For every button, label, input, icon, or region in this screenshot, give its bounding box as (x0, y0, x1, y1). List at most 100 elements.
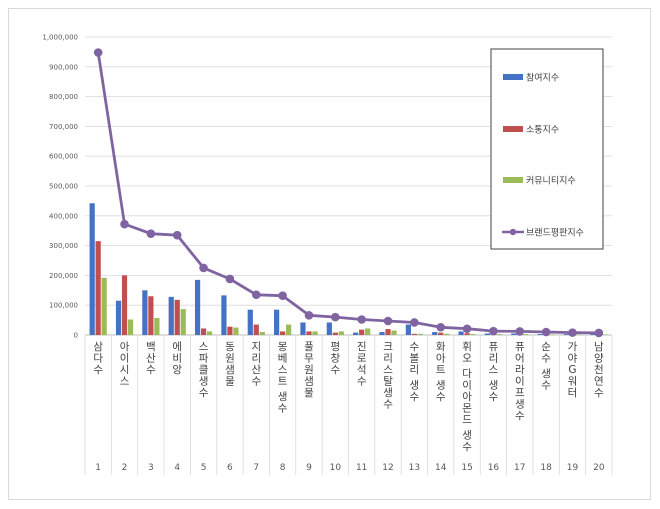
bar-커뮤니티지수 (602, 334, 608, 335)
legend-box (490, 48, 604, 250)
bar-참여지수 (405, 324, 411, 335)
marker-브랜드평판지수 (383, 316, 393, 326)
marker-브랜드평판지수 (251, 290, 261, 300)
category-index: 9 (306, 463, 312, 473)
bar-참여지수 (379, 332, 385, 335)
bar-커뮤니티지수 (523, 334, 529, 335)
bar-소통지수 (148, 296, 154, 335)
bar-커뮤니티지수 (338, 331, 344, 335)
bar-소통지수 (95, 241, 101, 335)
bar-소통지수 (411, 333, 417, 335)
legend-swatch-커뮤니티지수 (503, 177, 523, 183)
bar-소통지수 (227, 326, 233, 335)
marker-브랜드평판지수 (93, 48, 103, 57)
legend-label: 소통지수 (526, 125, 559, 136)
bar-참여지수 (194, 279, 201, 335)
y-tick-label: 100,000 (49, 302, 78, 310)
bar-참여지수 (221, 295, 227, 335)
bar-커뮤니티지수 (233, 327, 239, 335)
category-index: 20 (593, 463, 605, 473)
bar-커뮤니티지수 (391, 330, 397, 335)
bar-소통지수 (464, 333, 470, 335)
bar-참여지수 (353, 332, 359, 335)
marker-브랜드평판지수 (225, 274, 235, 284)
bar-참여지수 (274, 309, 280, 335)
marker-브랜드평판지수 (489, 326, 498, 336)
marker-브랜드평판지수 (410, 318, 419, 327)
category-index: 15 (461, 463, 472, 473)
marker-브랜드평판지수 (462, 324, 472, 334)
y-tick-label: 600,000 (49, 153, 78, 161)
marker-브랜드평판지수 (436, 322, 446, 332)
legend-swatch-참여지수 (503, 74, 523, 80)
bar-소통지수 (332, 332, 338, 335)
bar-커뮤니티지수 (444, 333, 450, 335)
legend-label: 커뮤니티지수 (526, 176, 576, 187)
category-index: 16 (488, 463, 500, 473)
category-index: 12 (382, 463, 393, 473)
bar-참여지수 (115, 300, 122, 335)
bar-소통지수 (121, 275, 128, 335)
bar-참여지수 (563, 334, 570, 335)
category-index: 14 (435, 463, 447, 473)
category-index: 7 (253, 463, 259, 473)
bar-커뮤니티지수 (549, 334, 555, 335)
category-index: 10 (330, 463, 342, 473)
bar-커뮤니티지수 (575, 334, 582, 335)
y-tick-label: 700,000 (49, 123, 78, 131)
y-tick-label: 1,000,000 (42, 34, 78, 42)
category-index: 18 (540, 463, 552, 473)
legend-swatch-소통지수 (503, 126, 523, 132)
category-index: 2 (122, 463, 128, 473)
bar-커뮤니티지수 (180, 309, 186, 335)
bar-참여지수 (300, 322, 306, 335)
category-index: 5 (201, 463, 207, 473)
category-index: 11 (356, 463, 367, 473)
bar-소통지수 (385, 329, 391, 335)
legend-label: 브랜드평판지수 (526, 228, 584, 239)
bar-참여지수 (247, 309, 253, 335)
marker-브랜드평판지수 (199, 263, 208, 273)
marker-브랜드평판지수 (278, 291, 287, 300)
bar-커뮤니티지수 (127, 319, 134, 335)
category-index: 3 (148, 463, 154, 473)
bar-소통지수 (253, 324, 259, 335)
y-tick-label: 400,000 (49, 212, 78, 220)
marker-브랜드평판지수 (146, 229, 156, 238)
bar-커뮤니티지수 (312, 331, 318, 335)
marker-브랜드평판지수 (357, 315, 366, 324)
marker-브랜드평판지수 (304, 311, 314, 320)
bar-소통지수 (280, 331, 286, 335)
marker-브랜드평판지수 (172, 230, 182, 240)
bar-커뮤니티지수 (470, 334, 476, 335)
y-tick-label: 800,000 (49, 93, 78, 101)
y-tick-label: 500,000 (49, 183, 78, 191)
bar-참여지수 (511, 333, 517, 335)
bar-커뮤니티지수 (154, 318, 160, 335)
bar-참여지수 (484, 333, 491, 335)
bar-커뮤니티지수 (365, 328, 371, 335)
bar-참여지수 (458, 331, 464, 335)
bar-참여지수 (432, 332, 438, 335)
marker-브랜드평판지수 (120, 219, 129, 229)
marker-브랜드평판지수 (568, 328, 577, 337)
bar-참여지수 (89, 203, 95, 335)
bar-소통지수 (306, 331, 312, 335)
line-브랜드평판지수 (96, 52, 599, 335)
marker-브랜드평판지수 (515, 327, 525, 336)
